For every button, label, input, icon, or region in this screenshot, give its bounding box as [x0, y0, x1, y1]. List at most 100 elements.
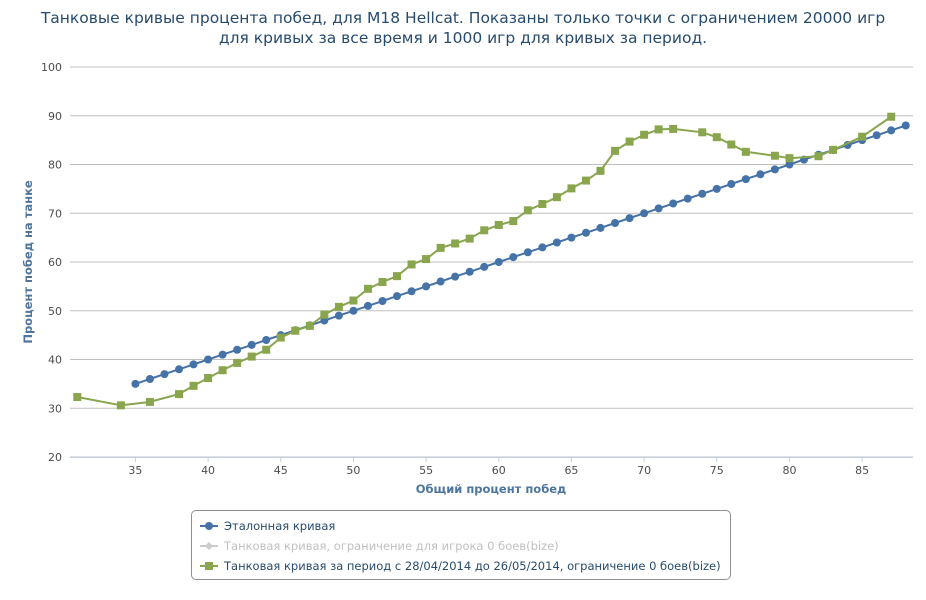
data-point[interactable] — [204, 355, 213, 364]
data-point[interactable] — [363, 301, 372, 310]
data-point[interactable] — [407, 260, 416, 269]
data-point[interactable] — [887, 126, 896, 135]
data-point[interactable] — [872, 131, 881, 140]
data-point[interactable] — [291, 326, 300, 335]
data-point[interactable] — [596, 166, 605, 175]
data-point[interactable] — [756, 170, 765, 179]
data-point[interactable] — [552, 193, 561, 202]
data-point[interactable] — [262, 345, 271, 354]
data-point[interactable] — [305, 321, 314, 330]
legend-item-reference-curve[interactable]: Эталонная кривая — [200, 516, 722, 536]
data-point[interactable] — [378, 277, 387, 286]
data-point[interactable] — [523, 248, 532, 257]
legend-circle-marker-icon — [200, 522, 218, 530]
data-point[interactable] — [625, 137, 634, 146]
data-point[interactable] — [611, 146, 620, 155]
data-point[interactable] — [640, 209, 649, 218]
data-point[interactable] — [145, 375, 154, 383]
data-point[interactable] — [247, 340, 256, 349]
data-point[interactable] — [494, 258, 503, 266]
data-point[interactable] — [422, 282, 431, 291]
y-tick-label: 80 — [48, 159, 62, 172]
data-point[interactable] — [247, 352, 256, 361]
data-point[interactable] — [669, 199, 678, 208]
series-2 — [73, 112, 896, 410]
data-point[interactable] — [363, 284, 372, 293]
data-point[interactable] — [523, 206, 532, 215]
data-point[interactable] — [334, 311, 343, 320]
data-point[interactable] — [538, 199, 547, 208]
data-point[interactable] — [175, 365, 184, 374]
data-point[interactable] — [509, 217, 518, 226]
legend-item-tank-curve-player-limit[interactable]: Танковая кривая, ограничение для игрока … — [200, 536, 722, 556]
data-point[interactable] — [349, 296, 358, 305]
data-point[interactable] — [625, 214, 634, 223]
data-point[interactable] — [712, 133, 721, 142]
data-point[interactable] — [741, 147, 750, 156]
data-point[interactable] — [858, 132, 867, 141]
data-point[interactable] — [189, 381, 198, 390]
legend-item-tank-curve-period[interactable]: Танковая кривая за период с 28/04/2014 д… — [200, 556, 722, 576]
data-point[interactable] — [131, 379, 140, 388]
data-point[interactable] — [218, 366, 227, 375]
data-point[interactable] — [334, 302, 343, 311]
data-point[interactable] — [378, 297, 387, 305]
data-point[interactable] — [901, 121, 910, 130]
data-point[interactable] — [160, 370, 169, 379]
data-point[interactable] — [436, 243, 445, 252]
data-point[interactable] — [233, 358, 242, 367]
data-point[interactable] — [581, 228, 590, 237]
data-point[interactable] — [262, 336, 271, 344]
data-point[interactable] — [712, 184, 721, 193]
data-point[interactable] — [567, 184, 576, 193]
data-point[interactable] — [770, 151, 779, 160]
data-point[interactable] — [276, 333, 285, 342]
data-point[interactable] — [741, 175, 750, 184]
data-point[interactable] — [509, 253, 518, 262]
data-point[interactable] — [727, 140, 736, 149]
data-point[interactable] — [552, 238, 561, 247]
data-point[interactable] — [436, 277, 445, 286]
data-point[interactable] — [785, 160, 794, 169]
data-point[interactable] — [465, 267, 474, 276]
data-point[interactable] — [640, 130, 649, 139]
data-point[interactable] — [785, 154, 794, 163]
data-point[interactable] — [451, 239, 460, 248]
data-point[interactable] — [770, 165, 779, 174]
data-point[interactable] — [393, 272, 402, 281]
data-point[interactable] — [480, 226, 489, 235]
data-point[interactable] — [189, 360, 198, 369]
data-point[interactable] — [73, 393, 82, 402]
data-point[interactable] — [683, 194, 692, 203]
y-tick-label: 90 — [48, 110, 62, 123]
data-point[interactable] — [727, 180, 736, 188]
data-point[interactable] — [480, 262, 489, 271]
data-point[interactable] — [451, 272, 460, 281]
data-point[interactable] — [611, 219, 620, 227]
data-point[interactable] — [465, 234, 474, 243]
data-point[interactable] — [887, 112, 896, 121]
data-point[interactable] — [320, 310, 329, 319]
data-point[interactable] — [538, 243, 547, 252]
data-point[interactable] — [698, 128, 707, 137]
data-point[interactable] — [596, 223, 605, 232]
data-point[interactable] — [814, 152, 823, 161]
data-point[interactable] — [422, 255, 431, 264]
data-point[interactable] — [233, 345, 242, 354]
data-point[interactable] — [654, 204, 663, 213]
data-point[interactable] — [567, 233, 576, 242]
data-point[interactable] — [581, 176, 590, 185]
data-point[interactable] — [829, 145, 838, 154]
data-point[interactable] — [218, 350, 227, 359]
data-point[interactable] — [654, 125, 663, 134]
data-point[interactable] — [669, 124, 678, 133]
data-point[interactable] — [116, 401, 125, 410]
data-point[interactable] — [349, 306, 358, 315]
data-point[interactable] — [175, 390, 184, 399]
data-point[interactable] — [407, 287, 416, 296]
data-point[interactable] — [494, 220, 503, 229]
data-point[interactable] — [204, 374, 213, 383]
data-point[interactable] — [698, 189, 707, 198]
data-point[interactable] — [393, 292, 402, 301]
data-point[interactable] — [145, 397, 154, 406]
